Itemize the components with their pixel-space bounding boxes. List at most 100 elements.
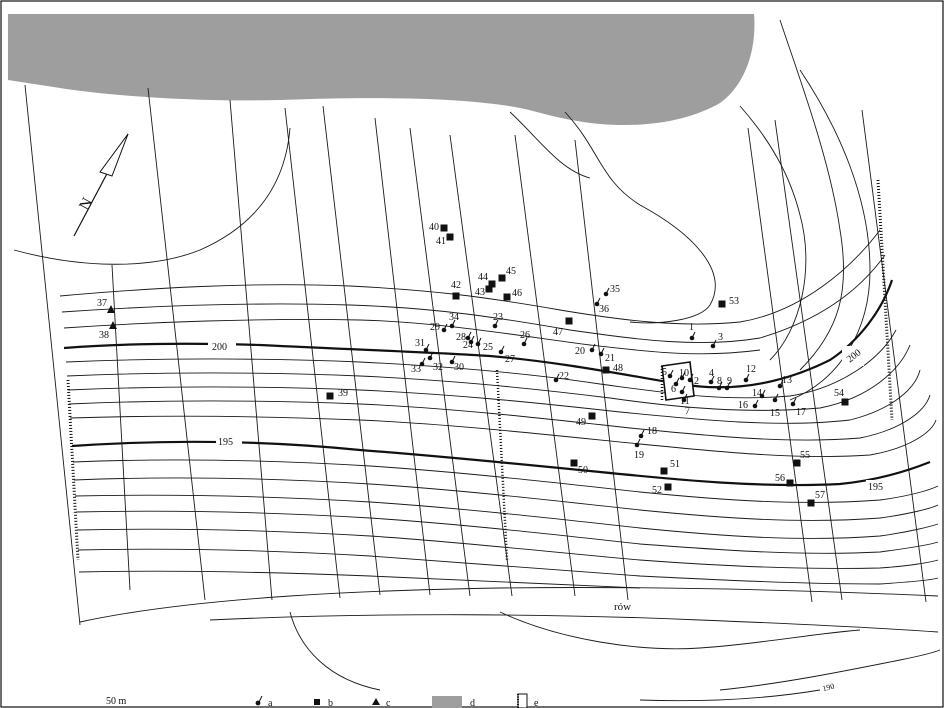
site-b-marker-56	[786, 479, 794, 487]
site-label-43: 43	[475, 287, 485, 298]
site-a-marker-36	[594, 297, 601, 307]
site-label-15: 15	[770, 408, 780, 419]
legend-b-label: b	[328, 698, 333, 708]
site-label-8: 8	[717, 376, 722, 387]
site-label-17: 17	[796, 407, 806, 418]
site-a-marker-33	[419, 357, 426, 367]
site-a-marker-24	[468, 335, 475, 345]
site-label-24: 24	[463, 340, 473, 351]
site-label-55: 55	[800, 450, 810, 461]
site-label-36: 36	[599, 304, 609, 315]
site-label-12: 12	[746, 364, 756, 375]
site-label-35: 35	[610, 284, 620, 295]
site-label-34: 34	[449, 312, 459, 323]
site-label-40: 40	[429, 222, 439, 233]
site-b-marker-42	[452, 292, 460, 300]
site-label-1: 1	[689, 322, 694, 333]
legend-d-label: d	[470, 698, 475, 708]
site-label-10: 10	[679, 368, 689, 379]
site-b-marker-47	[565, 317, 573, 325]
site-label-4: 4	[709, 368, 714, 379]
site-b-marker-52	[664, 483, 672, 491]
legend-scale: 50 m	[106, 696, 127, 707]
site-label-42: 42	[451, 280, 461, 291]
site-label-45: 45	[506, 266, 516, 277]
site-label-37: 37	[97, 298, 107, 309]
site-label-38: 38	[99, 330, 109, 341]
site-label-52: 52	[652, 485, 662, 496]
site-a-marker-28	[465, 331, 472, 341]
site-b-marker-39	[326, 392, 334, 400]
site-a-marker-26	[521, 337, 528, 347]
site-label-22: 22	[559, 371, 569, 382]
site-label-32: 32	[433, 362, 443, 373]
site-a-marker-35	[603, 287, 610, 297]
legend-e-label: e	[534, 698, 539, 708]
site-label-3: 3	[718, 332, 723, 343]
site-a-marker-10	[679, 371, 686, 381]
site-label-23: 23	[493, 312, 503, 323]
site-a-marker-7	[681, 393, 688, 403]
site-c-marker-38	[109, 321, 117, 329]
site-label-33: 33	[411, 364, 421, 375]
site-a-marker-34	[449, 319, 456, 329]
site-label-5: 5	[662, 367, 667, 378]
site-label-44: 44	[478, 272, 488, 283]
contour-labels: 200 195 200 195 190	[208, 340, 892, 693]
site-label-46: 46	[512, 288, 522, 299]
contour-label-195-left: 195	[218, 437, 233, 448]
legend-c-icon	[372, 698, 380, 705]
site-label-39: 39	[338, 388, 348, 399]
site-label-20: 20	[575, 346, 585, 357]
site-label-53: 53	[729, 296, 739, 307]
site-label-54: 54	[834, 388, 844, 399]
legend-d-icon	[432, 696, 462, 708]
legend-a-icon	[255, 700, 261, 706]
site-label-11: 11	[680, 396, 690, 407]
site-label-6: 6	[671, 384, 676, 395]
contour-label-200-left: 200	[212, 342, 227, 353]
site-label-28: 28	[456, 332, 466, 343]
site-a-marker-27	[498, 345, 505, 355]
site-a-marker-1	[689, 331, 696, 341]
site-b-marker-51	[660, 467, 668, 475]
site-label-41: 41	[436, 236, 446, 247]
legend-e-icon	[517, 693, 528, 708]
site-label-26: 26	[520, 330, 530, 341]
site-a-marker-25	[475, 337, 482, 347]
site-a-marker-15	[772, 393, 779, 403]
site-a-marker-13	[777, 379, 784, 389]
site-label-31: 31	[415, 338, 425, 349]
site-a-marker-11	[679, 385, 686, 395]
site-label-29: 29	[430, 322, 440, 333]
site-a-marker-30	[449, 355, 456, 365]
site-label-18: 18	[647, 426, 657, 437]
site-b-marker-53	[718, 300, 726, 308]
site-a-marker-4	[708, 375, 715, 385]
site-label-19: 19	[634, 450, 644, 461]
contour-label-190: 190	[821, 682, 835, 694]
contour-lines	[59, 229, 939, 589]
site-label-16: 16	[738, 400, 748, 411]
hatched-edges	[66, 179, 894, 561]
site-a-marker-19	[634, 438, 641, 448]
site-b-marker-57	[807, 499, 815, 507]
site-a-marker-20	[589, 343, 596, 353]
site-label-25: 25	[483, 342, 493, 353]
site-a-marker-22	[553, 373, 560, 383]
site-a-marker-12	[743, 373, 750, 383]
site-b-marker-41	[446, 233, 454, 241]
site-label-51: 51	[670, 459, 680, 470]
site-label-30: 30	[454, 362, 464, 373]
site-a-marker-23	[492, 319, 499, 329]
site-a-marker-16	[752, 399, 759, 409]
contour-label-195-right: 195	[868, 482, 883, 493]
site-label-48: 48	[613, 363, 623, 374]
ditch-label: rów	[614, 601, 631, 613]
legend-b-icon	[314, 699, 320, 705]
legend: 50 m a b c d e	[106, 693, 539, 708]
site-label-27: 27	[505, 354, 515, 365]
